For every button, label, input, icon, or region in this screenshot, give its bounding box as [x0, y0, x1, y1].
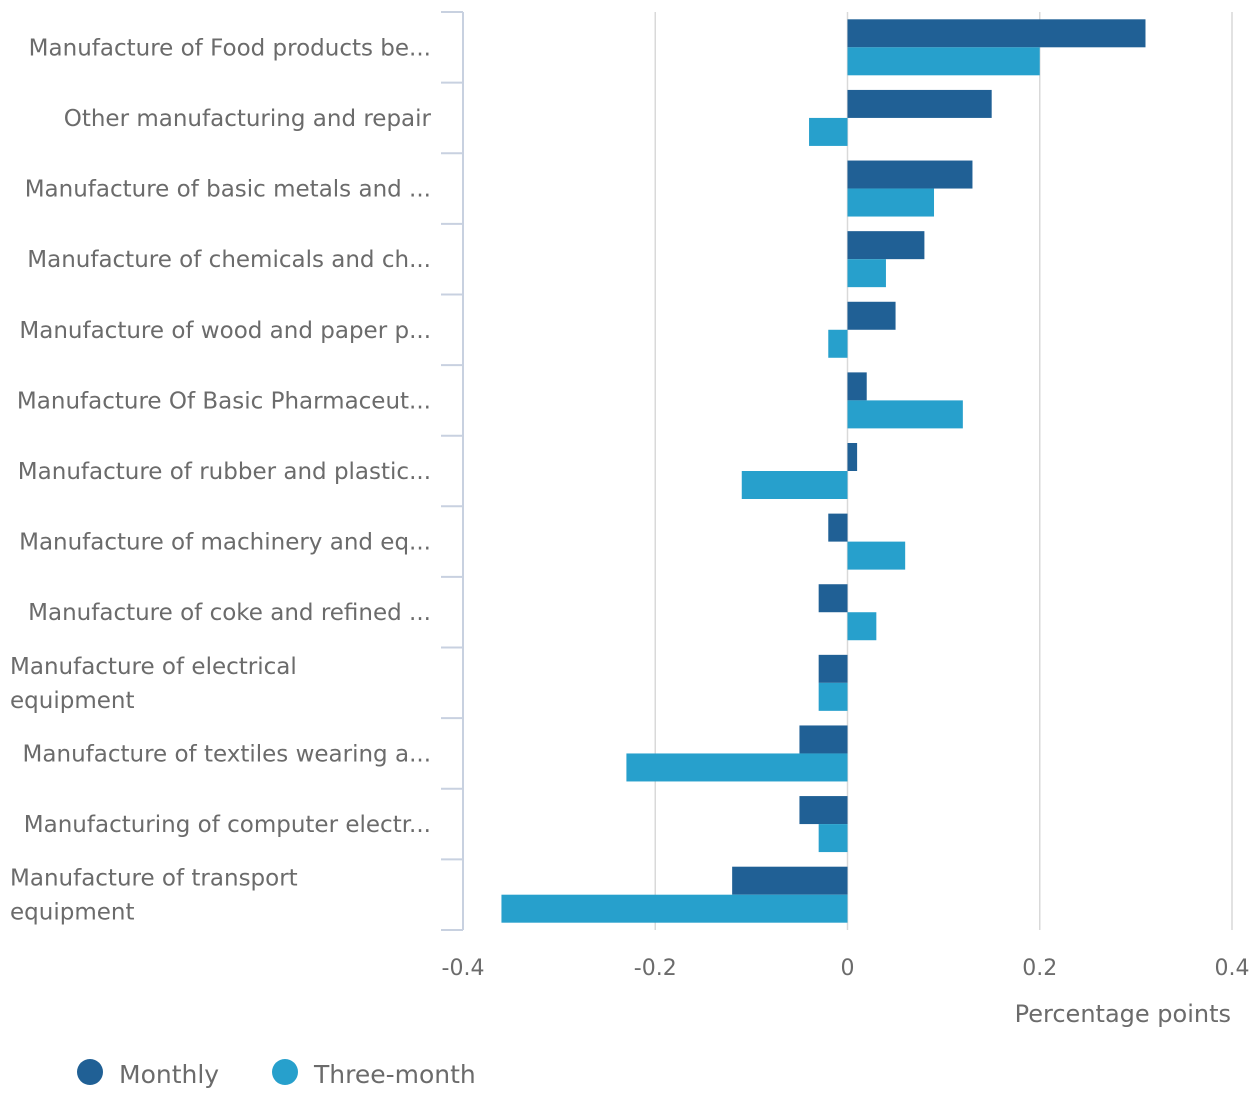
bar-three-month: [828, 329, 848, 358]
bar-monthly: [847, 231, 925, 260]
bar-monthly: [847, 301, 896, 330]
category-label: Manufacture of machinery and eq...: [19, 530, 431, 556]
category-label: Manufacture of coke and refined ...: [28, 600, 431, 626]
x-tick-label: -0.2: [634, 956, 677, 981]
legend-marker: [272, 1059, 298, 1085]
category-label: Manufacture of textiles wearing a...: [23, 741, 431, 767]
bar-monthly: [847, 372, 867, 401]
bar-monthly: [799, 796, 848, 825]
x-tick-label: 0: [841, 956, 855, 981]
bar-three-month: [847, 400, 963, 429]
category-label: Manufacturing of computer electr...: [24, 812, 431, 838]
category-label: Manufacture of transport equipment: [10, 866, 298, 926]
legend-label: Monthly: [119, 1060, 219, 1089]
bar-monthly: [847, 160, 973, 189]
bar-monthly: [818, 584, 848, 613]
category-label: Manufacture of Food products be...: [29, 35, 431, 61]
category-label: Manufacture Of Basic Pharmaceut...: [17, 388, 431, 414]
legend-marker: [77, 1059, 103, 1085]
bar-three-month: [847, 612, 877, 641]
bar-monthly: [818, 654, 848, 683]
bar-three-month: [847, 188, 935, 217]
x-tick-label: 0.4: [1215, 956, 1250, 981]
bar-monthly: [847, 19, 1146, 48]
bar-monthly: [847, 443, 858, 471]
category-label: Manufacture of electrical equipment: [10, 654, 297, 714]
category-label: Manufacture of rubber and plastic...: [18, 459, 431, 485]
x-tick-label: -0.4: [442, 956, 485, 981]
legend-label: Three-month: [313, 1060, 476, 1089]
category-label: Manufacture of basic metals and ...: [25, 177, 431, 203]
bar-monthly: [732, 866, 848, 895]
bar-three-month: [626, 753, 848, 782]
bar-three-month: [847, 47, 1040, 76]
bar-three-month: [847, 541, 906, 570]
bar-three-month: [847, 259, 886, 288]
category-label: Manufacture of chemicals and ch...: [27, 247, 431, 273]
category-label: Other manufacturing and repair: [64, 106, 432, 132]
bar-three-month: [818, 682, 848, 711]
bar-monthly: [847, 89, 992, 118]
bar-three-month: [809, 117, 848, 146]
bar-monthly: [799, 725, 848, 754]
category-label: Manufacture of wood and paper p...: [19, 318, 431, 344]
bar-monthly: [828, 513, 848, 542]
x-tick-label: 0.2: [1022, 956, 1057, 981]
bar-three-month: [741, 471, 848, 499]
bar-three-month: [501, 894, 848, 923]
bar-three-month: [818, 824, 848, 853]
x-axis-title: Percentage points: [1015, 1000, 1231, 1028]
